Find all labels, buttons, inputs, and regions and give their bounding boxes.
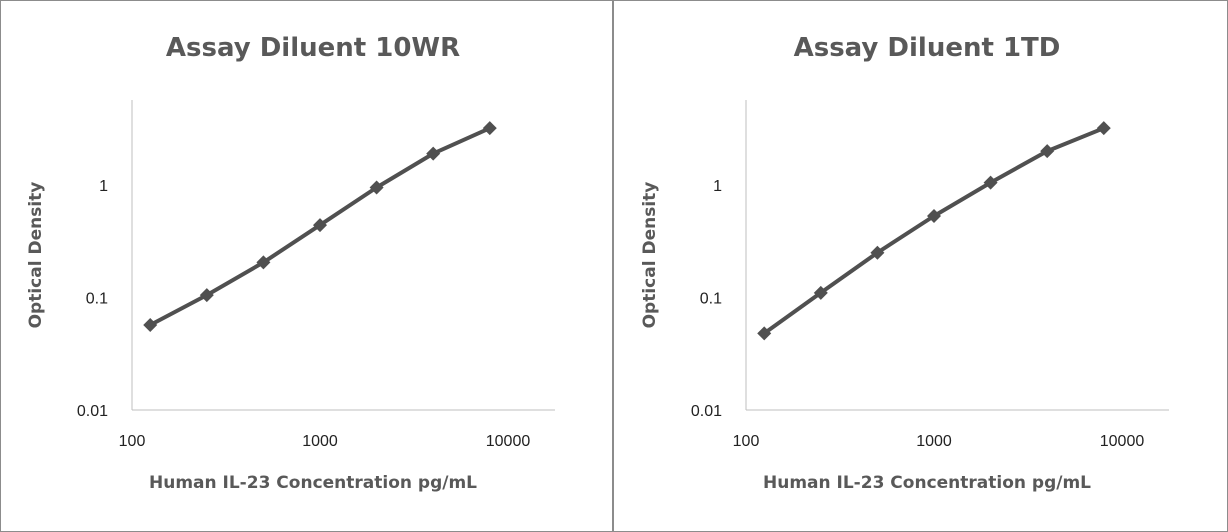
data-point-marker (369, 180, 384, 195)
y-tick-label: 1 (713, 178, 722, 195)
chart-panel-1td: Assay Diluent 1TD 0.01 0.1 1 100 1000 10000 Hum… (640, 33, 1169, 493)
y-tick-label: 1 (99, 178, 108, 195)
data-point-marker (870, 245, 885, 260)
y-tick-label: 0.01 (691, 403, 722, 420)
panel-divider (612, 0, 614, 532)
data-point-marker (757, 326, 772, 341)
data-point-marker (199, 288, 214, 303)
data-point-marker (256, 255, 271, 270)
y-axis-title: Optical Density (26, 182, 46, 329)
x-tick-label: 1000 (916, 433, 952, 450)
chart-panel-10wr: Assay Diluent 10WR 0.01 0.1 1 100 1000 10000 Hu… (26, 33, 555, 493)
data-point-marker (1040, 144, 1055, 159)
data-point-marker (927, 209, 941, 224)
y-tick-label: 0.1 (700, 291, 722, 308)
x-tick-label: 100 (119, 433, 146, 450)
data-point-marker (426, 146, 441, 161)
chart-title: Assay Diluent 1TD (794, 33, 1061, 63)
data-point-marker (143, 317, 158, 332)
chart-title: Assay Diluent 10WR (166, 33, 460, 63)
x-tick-label: 10000 (1100, 433, 1145, 450)
y-axis-title: Optical Density (640, 182, 660, 329)
y-tick-label: 0.01 (77, 403, 108, 420)
x-axis-title: Human IL-23 Concentration pg/mL (763, 473, 1091, 493)
data-point-marker (813, 285, 828, 300)
series-line (763, 126, 1105, 336)
data-point-marker (313, 218, 327, 233)
x-tick-label: 10000 (486, 433, 531, 450)
data-point-marker (482, 121, 497, 136)
data-point-marker (983, 175, 998, 190)
x-tick-label: 1000 (302, 433, 338, 450)
data-point-marker (1096, 121, 1111, 136)
x-tick-label: 100 (733, 433, 760, 450)
x-axis-title: Human IL-23 Concentration pg/mL (149, 473, 477, 493)
y-tick-label: 0.1 (86, 291, 108, 308)
